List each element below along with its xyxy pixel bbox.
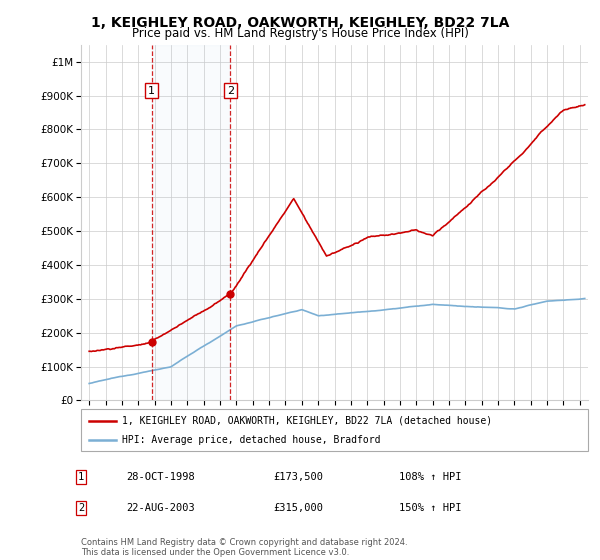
Text: 2: 2 xyxy=(227,86,234,96)
Text: HPI: Average price, detached house, Bradford: HPI: Average price, detached house, Brad… xyxy=(122,435,380,445)
Text: Contains HM Land Registry data © Crown copyright and database right 2024.
This d: Contains HM Land Registry data © Crown c… xyxy=(81,538,407,557)
Text: 1: 1 xyxy=(78,472,84,482)
Text: 150% ↑ HPI: 150% ↑ HPI xyxy=(399,503,461,513)
Text: 2: 2 xyxy=(78,503,84,513)
Text: 108% ↑ HPI: 108% ↑ HPI xyxy=(399,472,461,482)
Text: Price paid vs. HM Land Registry's House Price Index (HPI): Price paid vs. HM Land Registry's House … xyxy=(131,27,469,40)
Text: 28-OCT-1998: 28-OCT-1998 xyxy=(126,472,195,482)
Text: £173,500: £173,500 xyxy=(273,472,323,482)
FancyBboxPatch shape xyxy=(81,409,588,451)
Text: 1, KEIGHLEY ROAD, OAKWORTH, KEIGHLEY, BD22 7LA (detached house): 1, KEIGHLEY ROAD, OAKWORTH, KEIGHLEY, BD… xyxy=(122,416,491,426)
Bar xyxy=(152,45,230,400)
Text: 1, KEIGHLEY ROAD, OAKWORTH, KEIGHLEY, BD22 7LA: 1, KEIGHLEY ROAD, OAKWORTH, KEIGHLEY, BD… xyxy=(91,16,509,30)
Text: 1: 1 xyxy=(148,86,155,96)
Text: £315,000: £315,000 xyxy=(273,503,323,513)
Text: 22-AUG-2003: 22-AUG-2003 xyxy=(126,503,195,513)
